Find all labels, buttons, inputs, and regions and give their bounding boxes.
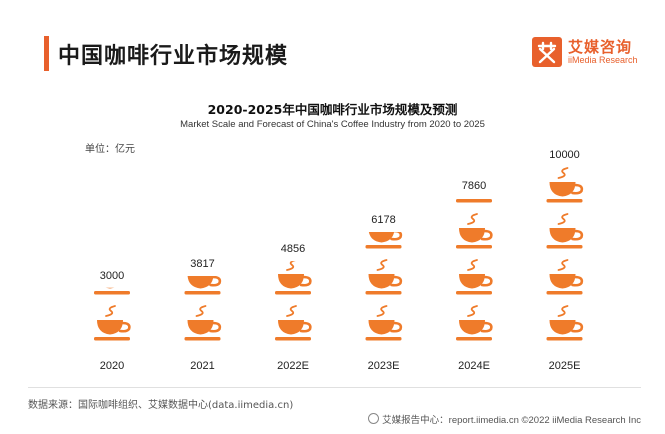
- chart-subtitle: Market Scale and Forecast of China's Cof…: [180, 119, 485, 130]
- logo-mark-icon: [532, 37, 562, 67]
- category-label: 2020: [100, 360, 124, 372]
- coffee-cup-partial-icon: [365, 232, 403, 249]
- chart-title: 2020-2025年中国咖啡行业市场规模及预测: [207, 102, 458, 117]
- unit-label: 单位：亿元: [85, 144, 135, 155]
- value-label: 3817: [190, 258, 214, 270]
- logo-subtext: iiMedia Research: [568, 55, 638, 65]
- report-center-icon: [368, 413, 380, 424]
- footer-copyright-text: 艾媒报告中心：report.iimedia.cn ©2022 iiMedia R…: [382, 415, 641, 426]
- footer-copyright: 艾媒报告中心：report.iimedia.cn ©2022 iiMedia R…: [368, 412, 641, 426]
- coffee-cup-icon: [365, 259, 403, 295]
- coffee-cup-icon: [546, 213, 584, 249]
- coffee-cup-icon: [94, 305, 131, 341]
- coffee-cup-icon: [546, 167, 584, 203]
- logo-text: 艾媒咨询: [568, 38, 633, 56]
- category-label: 2022E: [277, 360, 309, 372]
- coffee-cup-icon: [456, 213, 493, 249]
- category-label: 2025E: [549, 360, 581, 372]
- coffee-cup-icon: [456, 259, 493, 295]
- coffee-cup-partial-icon: [275, 261, 312, 295]
- value-label: 10000: [549, 149, 580, 161]
- value-label: 4856: [281, 243, 305, 255]
- page-title: 中国咖啡行业市场规模: [58, 44, 289, 69]
- coffee-cup-icon: [365, 305, 403, 341]
- coffee-cup-icon: [546, 259, 584, 295]
- data-source: 数据来源：国际咖啡组织、艾媒数据中心(data.iimedia.cn): [28, 400, 294, 411]
- category-label: 2021: [190, 360, 214, 372]
- coffee-cup-partial-icon: [94, 287, 130, 295]
- coffee-cup-partial-icon: [184, 276, 222, 295]
- title-accent-bar: [44, 36, 49, 71]
- iimedia-logo: 艾媒咨询 iiMedia Research: [532, 36, 642, 70]
- coffee-cup-icon: [275, 305, 312, 341]
- value-label: 7860: [462, 180, 486, 192]
- coffee-cup-icon: [546, 305, 584, 341]
- value-label: 6178: [371, 214, 395, 226]
- category-label: 2024E: [458, 360, 490, 372]
- coffee-cup-partial-icon: [456, 199, 492, 203]
- value-label: 3000: [100, 270, 124, 282]
- footer-divider: [28, 387, 641, 388]
- coffee-cup-icon: [456, 305, 493, 341]
- coffee-cup-icon: [184, 305, 222, 341]
- category-label: 2023E: [368, 360, 400, 372]
